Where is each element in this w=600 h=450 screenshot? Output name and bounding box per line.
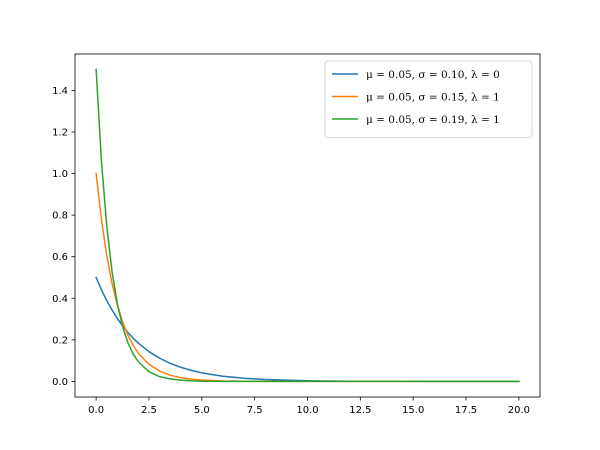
y-tick-label: 1.4 — [52, 86, 68, 97]
x-tick-label: 20.0 — [508, 405, 530, 416]
legend-label-3: μ = 0.05, σ = 0.19, λ = 1 — [366, 114, 500, 126]
x-tick-label: 12.5 — [349, 405, 371, 416]
x-tick-label: 0.0 — [88, 405, 104, 416]
legend-box — [324, 60, 533, 138]
axes-frame — [74, 53, 541, 398]
x-tick-label: 2.5 — [141, 405, 157, 416]
legend-label-2: μ = 0.05, σ = 0.15, λ = 1 — [366, 92, 500, 104]
x-axis: 0.0 2.5 5.0 7.5 10.0 12.5 15.0 17.5 20.0 — [88, 397, 530, 416]
y-tick-label: 0.2 — [52, 335, 68, 346]
y-tick-label: 0.4 — [52, 294, 68, 305]
series-line-3 — [95, 68, 520, 383]
x-tick-label: 17.5 — [455, 405, 477, 416]
y-axis: 0.0 0.2 0.4 0.6 0.8 1.0 1.2 1.4 — [52, 86, 75, 388]
plot-area — [95, 68, 520, 383]
legend-label-1: μ = 0.05, σ = 0.10, λ = 0 — [366, 69, 500, 81]
y-tick-label: 0.6 — [52, 252, 68, 263]
series-line-1 — [95, 276, 520, 383]
x-tick-label: 5.0 — [194, 405, 210, 416]
x-tick-label: 7.5 — [247, 405, 263, 416]
x-tick-label: 15.0 — [402, 405, 424, 416]
y-tick-label: 0.0 — [52, 377, 68, 388]
y-tick-label: 1.2 — [52, 127, 68, 138]
x-tick-label: 10.0 — [296, 405, 318, 416]
y-tick-label: 1.0 — [52, 169, 68, 180]
series-line-2 — [95, 172, 520, 383]
y-tick-label: 0.8 — [52, 211, 68, 222]
legend: μ = 0.05, σ = 0.10, λ = 0 μ = 0.05, σ = 0… — [324, 60, 533, 138]
